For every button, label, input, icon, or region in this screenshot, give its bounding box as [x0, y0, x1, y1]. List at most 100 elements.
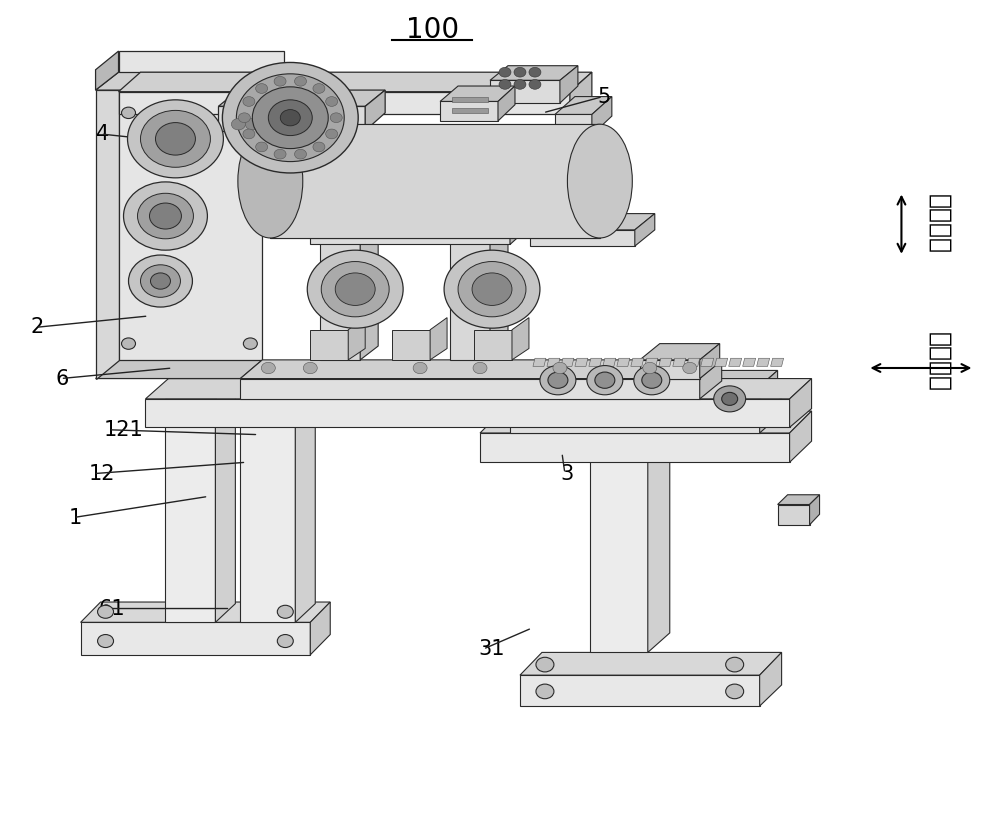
Polygon shape [810, 495, 820, 525]
Polygon shape [320, 228, 360, 360]
Circle shape [274, 149, 286, 159]
Polygon shape [96, 90, 119, 379]
Polygon shape [560, 66, 578, 103]
Text: 第二方向: 第二方向 [927, 195, 951, 254]
Polygon shape [530, 230, 635, 246]
Circle shape [98, 606, 114, 619]
Circle shape [321, 261, 389, 317]
Polygon shape [450, 228, 490, 360]
Polygon shape [640, 344, 720, 360]
Circle shape [683, 362, 697, 374]
Circle shape [722, 392, 738, 405]
Circle shape [277, 635, 293, 647]
Circle shape [458, 261, 526, 317]
Polygon shape [592, 97, 612, 135]
Circle shape [726, 684, 744, 698]
Text: 31: 31 [478, 639, 505, 659]
Polygon shape [635, 213, 655, 246]
Polygon shape [295, 399, 315, 623]
Circle shape [529, 80, 541, 90]
Polygon shape [81, 602, 330, 623]
Polygon shape [310, 212, 528, 228]
Circle shape [243, 338, 257, 349]
Circle shape [540, 365, 576, 395]
Circle shape [128, 100, 223, 177]
Circle shape [98, 635, 114, 647]
Circle shape [313, 142, 325, 152]
Polygon shape [640, 360, 700, 379]
Circle shape [274, 77, 286, 86]
Polygon shape [790, 411, 812, 462]
Polygon shape [510, 411, 760, 433]
Text: 2: 2 [31, 317, 44, 337]
Circle shape [413, 362, 427, 374]
Text: 121: 121 [104, 420, 143, 440]
Polygon shape [512, 317, 529, 360]
Circle shape [472, 273, 512, 305]
Polygon shape [270, 125, 600, 238]
Circle shape [595, 372, 615, 388]
Polygon shape [687, 358, 700, 366]
Polygon shape [490, 81, 560, 103]
Polygon shape [145, 399, 790, 427]
Circle shape [335, 273, 375, 305]
Polygon shape [119, 90, 262, 360]
Circle shape [149, 203, 181, 229]
Polygon shape [710, 399, 760, 415]
Polygon shape [771, 358, 784, 366]
Polygon shape [778, 495, 820, 505]
Circle shape [514, 68, 526, 77]
Text: 第一方向: 第一方向 [927, 332, 951, 392]
Polygon shape [490, 66, 578, 81]
Circle shape [256, 84, 268, 94]
Circle shape [138, 193, 193, 239]
Polygon shape [165, 399, 215, 623]
Circle shape [536, 657, 554, 672]
Circle shape [548, 372, 568, 388]
Polygon shape [530, 213, 655, 230]
Polygon shape [547, 358, 560, 366]
Polygon shape [603, 358, 616, 366]
Polygon shape [310, 602, 330, 654]
Polygon shape [215, 383, 235, 623]
Polygon shape [240, 379, 700, 399]
Polygon shape [510, 212, 528, 244]
Polygon shape [218, 107, 365, 131]
Text: 200: 200 [572, 186, 612, 206]
Circle shape [473, 362, 487, 374]
Polygon shape [555, 97, 612, 115]
Circle shape [273, 119, 287, 130]
Circle shape [553, 362, 567, 374]
Polygon shape [710, 381, 782, 399]
Polygon shape [165, 383, 235, 399]
Polygon shape [648, 433, 670, 652]
Polygon shape [590, 433, 670, 452]
Polygon shape [575, 358, 588, 366]
Polygon shape [119, 72, 592, 92]
Circle shape [124, 182, 207, 250]
Circle shape [642, 372, 662, 388]
Polygon shape [778, 505, 810, 525]
Polygon shape [520, 391, 755, 411]
Polygon shape [533, 358, 546, 366]
Circle shape [222, 63, 358, 173]
Circle shape [587, 365, 623, 395]
Text: 3: 3 [560, 464, 573, 484]
Polygon shape [760, 381, 782, 415]
Polygon shape [310, 228, 510, 244]
Polygon shape [520, 675, 760, 706]
Circle shape [313, 84, 325, 94]
Polygon shape [590, 452, 648, 652]
Text: 4: 4 [96, 124, 109, 144]
Polygon shape [365, 90, 385, 131]
Polygon shape [490, 213, 508, 360]
Polygon shape [760, 652, 782, 706]
Circle shape [140, 111, 210, 168]
Circle shape [295, 149, 307, 159]
Circle shape [140, 265, 180, 297]
Polygon shape [520, 370, 778, 391]
Circle shape [307, 250, 403, 328]
Polygon shape [320, 213, 378, 228]
Circle shape [129, 255, 192, 307]
Polygon shape [555, 115, 592, 135]
